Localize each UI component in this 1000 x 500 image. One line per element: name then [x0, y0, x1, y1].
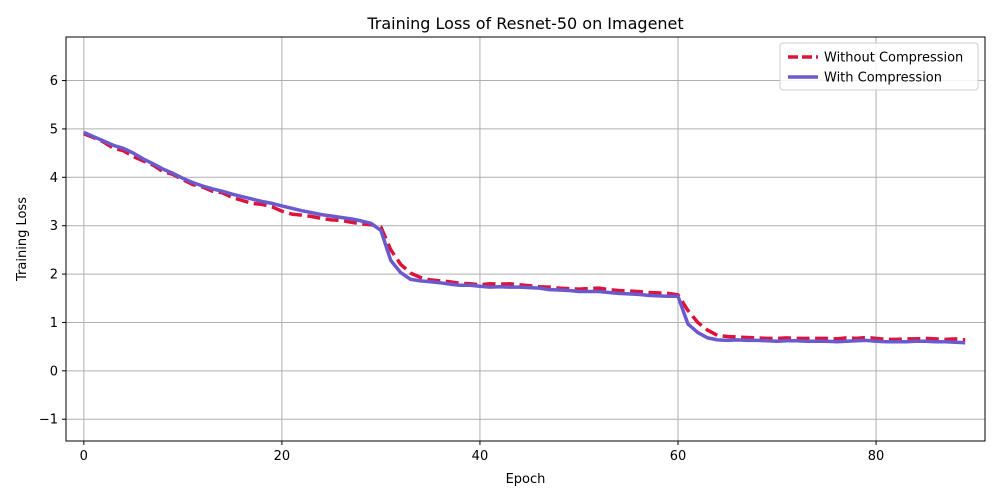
legend-label-without-compression: Without Compression [824, 51, 963, 66]
y-tick-label: 3 [50, 219, 58, 234]
x-tick-label: 60 [670, 449, 687, 464]
y-tick-label: 1 [50, 316, 58, 331]
series-line-with-compression [83, 130, 966, 345]
chart-title: Training Loss of Resnet-50 on Imagenet [366, 14, 683, 33]
y-tick-label: 6 [50, 74, 58, 89]
axis-ticks: 0 20 40 60 80 −1 0 1 2 3 4 5 6 [39, 74, 885, 464]
x-axis-label: Epoch [506, 472, 546, 487]
y-tick-label: 2 [50, 268, 58, 283]
legend: Without Compression With Compression [779, 42, 979, 91]
x-tick-label: 20 [274, 449, 291, 464]
series-lines [83, 130, 966, 345]
y-tick-label: 0 [50, 364, 58, 379]
y-axis-label: Training Loss [15, 197, 30, 282]
y-tick-label: 4 [50, 171, 58, 186]
series-line-without-compression [83, 132, 966, 342]
grid [66, 37, 985, 441]
x-tick-label: 80 [868, 449, 885, 464]
plot-area-frame [65, 36, 986, 442]
x-tick-label: 0 [80, 449, 88, 464]
legend-box [779, 42, 979, 91]
x-tick-label: 40 [472, 449, 489, 464]
y-tick-label: −1 [39, 413, 58, 428]
y-tick-label: 5 [50, 122, 58, 137]
legend-label-with-compression: With Compression [824, 71, 942, 86]
